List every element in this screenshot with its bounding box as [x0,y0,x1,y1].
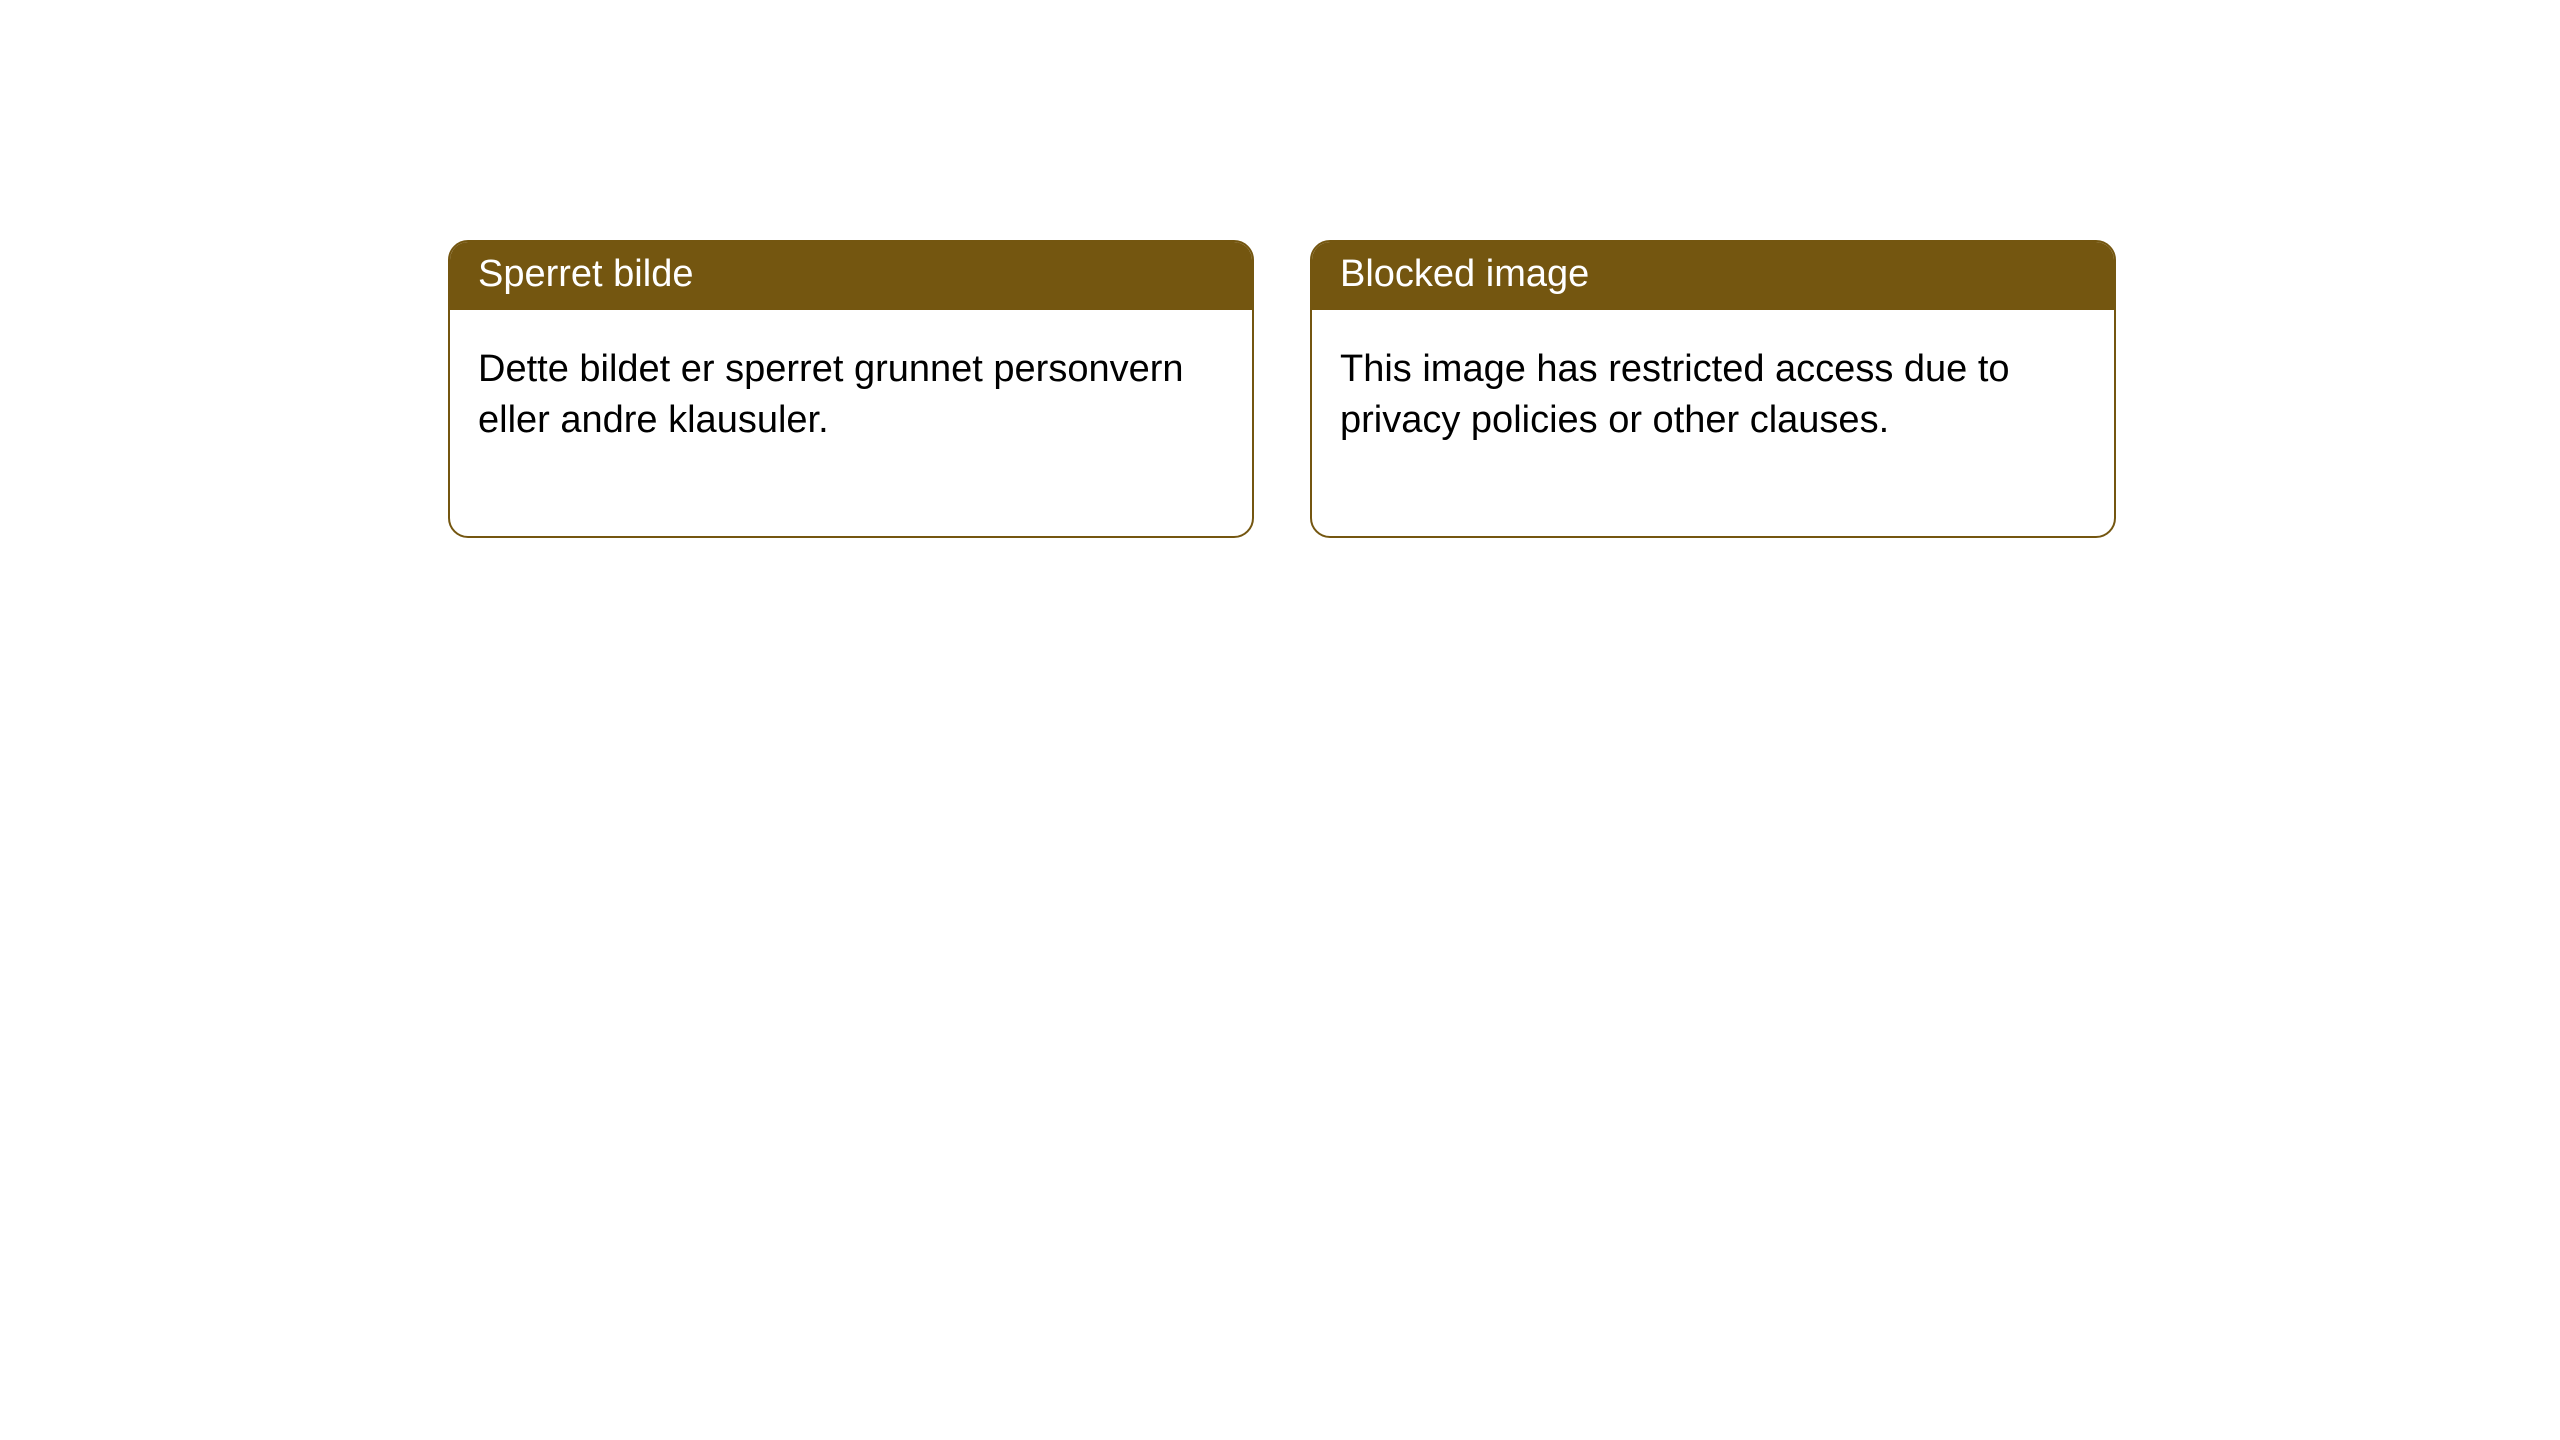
notice-card-no: Sperret bilde Dette bildet er sperret gr… [448,240,1254,538]
notice-card-title: Sperret bilde [478,253,693,295]
notice-cards-container: Sperret bilde Dette bildet er sperret gr… [0,0,2560,538]
notice-card-en: Blocked image This image has restricted … [1310,240,2116,538]
notice-card-header: Blocked image [1312,242,2114,310]
notice-card-body: Dette bildet er sperret grunnet personve… [450,310,1252,537]
notice-card-message: Dette bildet er sperret grunnet personve… [478,348,1184,441]
notice-card-title: Blocked image [1340,253,1589,295]
notice-card-header: Sperret bilde [450,242,1252,310]
notice-card-body: This image has restricted access due to … [1312,310,2114,537]
notice-card-message: This image has restricted access due to … [1340,348,2010,441]
